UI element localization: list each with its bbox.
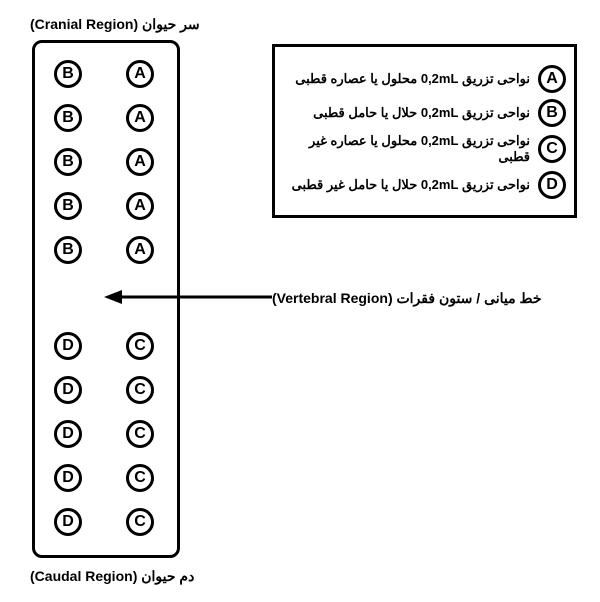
- site-A-3: A: [126, 148, 154, 176]
- legend-text-A: نواحی تزریق 0,2mL محلول یا عصاره قطبی: [283, 71, 530, 87]
- site-B-4: B: [54, 192, 82, 220]
- legend-text-B: نواحی تزریق 0,2mL حلال یا حامل قطبی: [283, 105, 530, 121]
- legend-box: Aنواحی تزریق 0,2mL محلول یا عصاره قطبیBن…: [272, 44, 577, 218]
- site-D-3: D: [54, 420, 82, 448]
- site-D-4: D: [54, 464, 82, 492]
- legend-circle-B: B: [538, 99, 566, 127]
- site-C-4: C: [126, 464, 154, 492]
- site-A-5: A: [126, 236, 154, 264]
- site-C-2: C: [126, 376, 154, 404]
- legend-text-C: نواحی تزریق 0,2mL محلول یا عصاره غیر قطب…: [283, 133, 530, 165]
- caudal-label: دم حیوان (Caudal Region): [30, 568, 194, 585]
- site-D-2: D: [54, 376, 82, 404]
- cranial-label: سر حیوان (Cranial Region): [30, 16, 200, 33]
- legend-circle-D: D: [538, 171, 566, 199]
- site-C-5: C: [126, 508, 154, 536]
- legend-text-D: نواحی تزریق 0,2mL حلال یا حامل غیر قطبی: [283, 177, 530, 193]
- site-A-2: A: [126, 104, 154, 132]
- site-D-5: D: [54, 508, 82, 536]
- site-A-1: A: [126, 60, 154, 88]
- site-B-3: B: [54, 148, 82, 176]
- legend-circle-C: C: [538, 135, 566, 163]
- site-C-1: C: [126, 332, 154, 360]
- site-D-1: D: [54, 332, 82, 360]
- site-B-1: B: [54, 60, 82, 88]
- legend-row-A: A نواحی تزریق 0,2mL محلول یا عصاره قطبی: [283, 65, 566, 93]
- midline-arrow: [104, 282, 274, 312]
- diagram-canvas: سر حیوان (Cranial Region) BABABABABADCDC…: [0, 0, 600, 602]
- site-C-3: C: [126, 420, 154, 448]
- legend-row-C: C نواحی تزریق 0,2mL محلول یا عصاره غیر قط…: [283, 133, 566, 165]
- midline-label: خط میانی / ستون فقرات (Vertebral Region): [272, 290, 541, 307]
- site-B-5: B: [54, 236, 82, 264]
- legend-row-D: D نواحی تزریق 0,2mL حلال یا حامل غیر قطبی: [283, 171, 566, 199]
- site-B-2: B: [54, 104, 82, 132]
- legend-circle-A: A: [538, 65, 566, 93]
- legend-rows-host: Aنواحی تزریق 0,2mL محلول یا عصاره قطبیBن…: [283, 65, 566, 199]
- site-A-4: A: [126, 192, 154, 220]
- legend-row-B: B نواحی تزریق 0,2mL حلال یا حامل قطبی: [283, 99, 566, 127]
